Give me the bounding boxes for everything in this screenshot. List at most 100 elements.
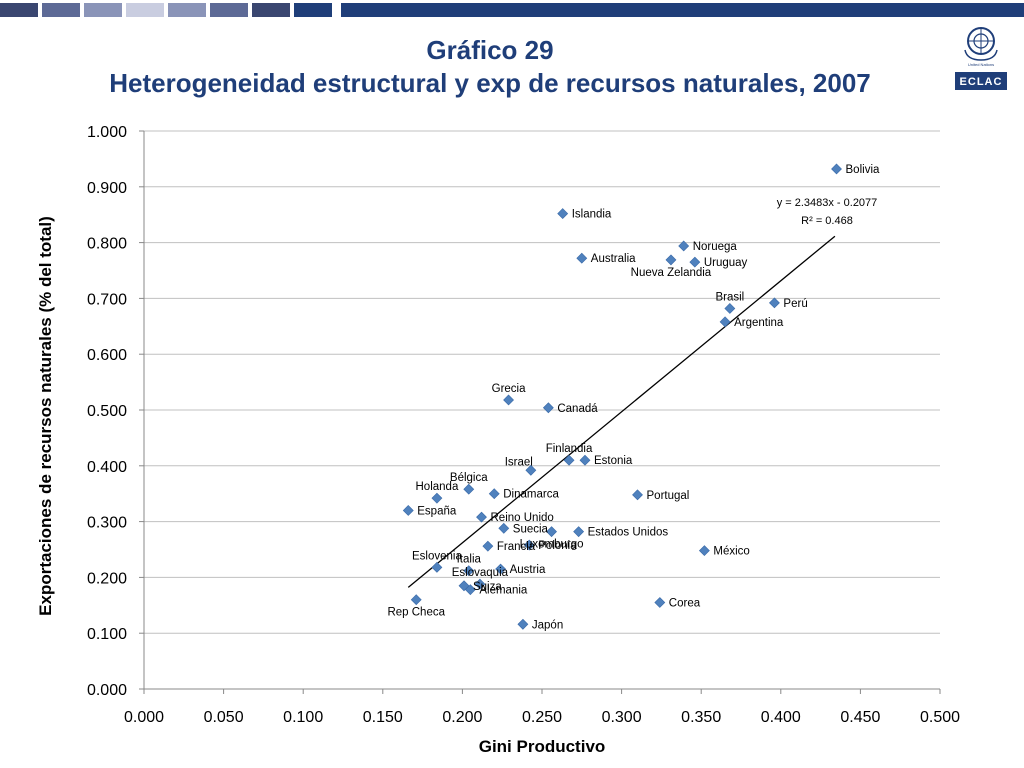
data-point <box>719 316 731 328</box>
un-caption: United Nations <box>968 62 994 67</box>
y-axis-label: Exportaciones de recursos naturales (% d… <box>36 216 55 616</box>
chart-title-line-2: Heterogeneidad estructural y exp de recu… <box>109 68 871 98</box>
x-tick-label: 0.250 <box>522 709 562 726</box>
un-emblem-icon <box>964 27 998 61</box>
chart-title: Gráfico 29 Heterogeneidad estructural y … <box>0 34 980 100</box>
data-point <box>678 240 690 252</box>
data-point <box>498 522 510 534</box>
data-point <box>410 594 422 606</box>
data-point <box>464 584 476 596</box>
data-point <box>654 597 666 608</box>
data-point-label: Polonia <box>538 540 577 552</box>
x-tick-label: 0.450 <box>840 709 880 726</box>
header-bar-segment <box>42 3 80 17</box>
data-point <box>476 511 487 523</box>
y-axis-tick-labels: 0.000 0.100 0.200 0.300 0.400 0.500 0.600 0.700… <box>87 124 127 699</box>
data-point-label: Argentina <box>734 317 784 329</box>
data-point <box>402 505 414 516</box>
header-bar-segment <box>84 3 122 17</box>
header-decorative-bar <box>0 3 1024 17</box>
y-tick-label: 0.500 <box>87 403 127 420</box>
data-point <box>546 526 557 538</box>
data-point-label: Austria <box>510 564 546 576</box>
data-point-label: Perú <box>783 298 807 310</box>
data-point-label: Eslovaquia <box>452 567 509 579</box>
data-point-label: Holanda <box>416 481 459 493</box>
data-point <box>769 297 780 309</box>
x-tick-label: 0.300 <box>602 709 642 726</box>
header-bar-segment <box>168 3 206 17</box>
data-points <box>402 163 842 630</box>
data-point-label: Alemania <box>479 585 528 597</box>
data-point <box>517 618 529 630</box>
data-point-label: Estados Unidos <box>588 527 669 539</box>
x-axis-tick-labels: 0.000 0.050 0.100 0.150 0.200 0.250 0.300 0.350… <box>124 709 960 726</box>
data-point-label: España <box>417 505 457 517</box>
data-point-label: Estonia <box>594 455 633 467</box>
trendline-r-squared: R² = 0.468 <box>801 215 853 227</box>
trendline-equation: y = 2.3483x - 0.2077 <box>777 197 878 209</box>
data-point <box>474 578 486 590</box>
eclac-logo-box <box>955 72 1007 90</box>
data-point <box>523 539 535 551</box>
data-point-label: Israel <box>505 456 533 468</box>
grid-lines <box>139 130 940 690</box>
y-tick-label: 0.800 <box>87 236 127 253</box>
x-tick-label: 0.150 <box>363 709 403 726</box>
data-point-label: Brasil <box>715 291 744 303</box>
y-tick-label: 0.400 <box>87 459 127 476</box>
data-point-label: Finlandia <box>546 443 593 455</box>
data-point-label: Bolivia <box>846 164 880 176</box>
header-bar-segment <box>0 3 38 17</box>
data-point <box>579 454 591 466</box>
data-point <box>665 254 677 266</box>
data-point <box>698 545 710 557</box>
x-tick-label: 0.050 <box>204 709 244 726</box>
x-tick-label: 0.000 <box>124 709 164 726</box>
data-point-label: Suiza <box>473 581 502 593</box>
y-tick-label: 1.000 <box>87 124 127 141</box>
data-point <box>431 492 443 504</box>
data-point-label: Corea <box>669 598 701 610</box>
data-point <box>542 402 554 414</box>
data-point-label: Dinamarca <box>503 489 559 501</box>
axes <box>143 131 941 694</box>
data-point-label: Nueva Zelandia <box>631 267 712 279</box>
data-point-label: Francia <box>497 541 536 553</box>
data-point <box>576 252 588 264</box>
data-point-label: Islandia <box>572 209 612 221</box>
y-tick-label: 0.700 <box>87 291 127 308</box>
x-tick-label: 0.200 <box>442 709 482 726</box>
header-bar-segment <box>252 3 290 17</box>
eclac-logo: United Nations ECLAC <box>955 27 1007 90</box>
data-point <box>632 489 643 501</box>
header-bar-segment <box>210 3 248 17</box>
chart-title-line-1: Gráfico 29 <box>426 35 554 65</box>
header-bar-segment <box>341 3 1024 17</box>
y-tick-label: 0.300 <box>87 515 127 532</box>
data-point-label: Australia <box>591 253 636 265</box>
data-point <box>573 526 585 538</box>
trendline-group <box>407 235 836 588</box>
data-point <box>463 483 475 495</box>
data-point <box>563 454 575 466</box>
data-point-label: Noruega <box>693 241 738 253</box>
data-point-label: Italia <box>457 554 482 566</box>
data-point <box>495 563 507 575</box>
data-point <box>724 303 736 314</box>
data-point-label: Grecia <box>492 383 526 395</box>
data-point-label: Uruguay <box>704 257 748 269</box>
data-point-label: México <box>713 546 749 558</box>
x-tick-label: 0.500 <box>920 709 960 726</box>
data-point-label: Canadá <box>557 403 598 415</box>
header-bar-segment <box>126 3 164 17</box>
data-point-label: Luxemburgo <box>520 539 584 551</box>
data-point <box>503 394 514 406</box>
data-point <box>689 256 701 268</box>
x-tick-label: 0.100 <box>283 709 323 726</box>
data-point-label: Bélgica <box>450 472 488 484</box>
data-point <box>557 208 569 220</box>
data-labels: Bolivia Islandia Noruega Australia Nueva Zel… <box>387 164 880 631</box>
eclac-logo-text: ECLAC <box>960 76 1003 88</box>
